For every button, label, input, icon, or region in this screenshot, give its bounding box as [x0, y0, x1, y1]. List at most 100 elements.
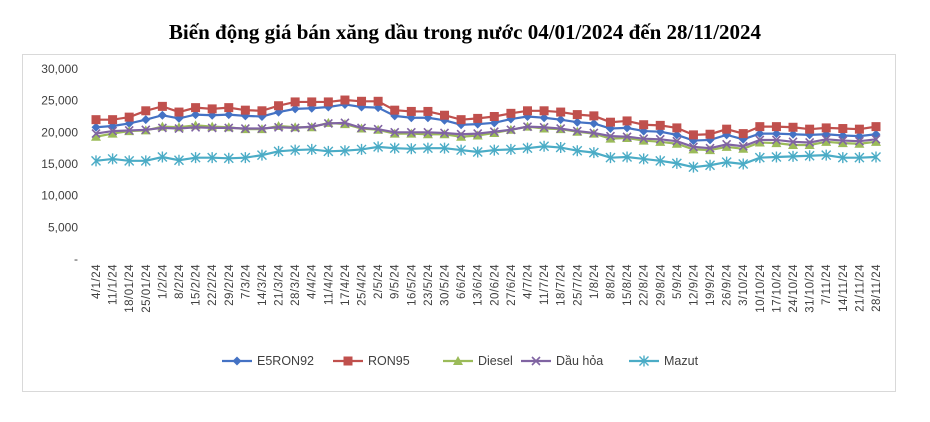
- x-tick-label: 29/8/24: [655, 264, 667, 306]
- chart-title: Biến động giá bán xăng dầu trong nước 04…: [168, 20, 762, 44]
- data-point: [190, 152, 201, 164]
- data-point: [605, 117, 615, 127]
- chart-frame: [22, 54, 896, 392]
- data-point: [804, 150, 815, 162]
- data-point: [522, 142, 533, 154]
- data-point: [340, 118, 350, 128]
- data-point: [141, 115, 151, 125]
- data-point: [91, 129, 101, 139]
- y-tick-label: 25,000: [41, 94, 78, 108]
- x-tick-label: 4/4/24: [307, 264, 319, 299]
- data-point: [91, 155, 101, 167]
- data-point: [556, 107, 566, 117]
- data-point: [688, 144, 699, 154]
- data-point: [788, 122, 798, 132]
- legend-label: Diesel: [478, 354, 513, 368]
- data-point: [605, 124, 615, 134]
- data-point: [373, 96, 383, 106]
- data-point: [871, 151, 881, 163]
- data-point: [256, 149, 267, 161]
- x-tick-label: 15/8/24: [622, 264, 634, 306]
- data-point: [472, 146, 483, 158]
- data-point: [157, 151, 168, 163]
- data-point: [224, 103, 234, 113]
- x-tick-label: 26/9/24: [722, 264, 734, 306]
- data-point: [755, 129, 765, 139]
- data-point: [556, 123, 566, 134]
- data-point: [556, 115, 566, 125]
- data-point: [157, 123, 167, 133]
- data-point: [140, 155, 151, 167]
- data-point: [290, 97, 300, 107]
- legend-marker: [531, 356, 541, 366]
- data-point: [323, 145, 334, 157]
- data-point: [489, 112, 499, 121]
- data-point: [273, 122, 284, 132]
- x-tick-label: 17/4/24: [340, 264, 352, 306]
- legend-marker: [639, 355, 649, 367]
- data-point: [207, 152, 218, 164]
- data-point: [323, 97, 333, 107]
- x-tick-label: 24/10/24: [788, 264, 800, 313]
- x-tick-label: 1/2/24: [157, 264, 169, 299]
- data-point: [589, 128, 599, 138]
- data-point: [671, 138, 682, 148]
- data-point: [274, 101, 284, 111]
- data-point: [854, 136, 864, 146]
- data-point: [489, 144, 500, 156]
- data-point: [124, 125, 134, 135]
- data-point: [240, 105, 250, 115]
- x-tick-label: 11/1/24: [108, 264, 120, 305]
- x-tick-label: 1/8/24: [589, 264, 601, 299]
- data-point: [622, 123, 632, 133]
- data-point: [290, 104, 300, 114]
- data-point: [141, 106, 151, 116]
- series-d-u-h-a: [91, 118, 881, 153]
- data-point: [306, 143, 317, 155]
- data-point: [871, 122, 881, 132]
- data-point: [456, 131, 467, 141]
- x-tick-label: 10/10/24: [755, 264, 767, 313]
- data-point: [655, 120, 665, 130]
- data-point: [805, 124, 815, 134]
- data-point: [506, 125, 516, 135]
- legend-item: Diesel: [443, 354, 513, 368]
- data-point: [688, 161, 699, 173]
- data-point: [755, 135, 765, 145]
- data-point: [456, 129, 466, 139]
- data-point: [473, 113, 483, 123]
- data-point: [108, 115, 118, 125]
- data-point: [722, 139, 732, 149]
- data-point: [522, 122, 533, 132]
- x-tick-label: 21/11/24: [854, 264, 866, 312]
- data-point: [124, 112, 134, 122]
- data-point: [738, 158, 749, 170]
- data-point: [572, 110, 582, 120]
- data-point: [605, 133, 616, 143]
- data-point: [207, 123, 217, 133]
- x-tick-label: 18/7/24: [556, 264, 568, 306]
- data-point: [639, 120, 649, 130]
- x-tick-label: 7/3/24: [240, 264, 252, 299]
- data-point: [688, 142, 699, 152]
- x-tick-label: 5/9/24: [672, 264, 684, 299]
- data-point: [788, 140, 799, 149]
- data-point: [788, 137, 798, 147]
- data-point: [224, 110, 234, 120]
- data-point: [705, 143, 715, 153]
- data-point: [191, 122, 201, 132]
- data-point: [754, 152, 765, 164]
- x-tick-label: 11/7/24: [539, 264, 551, 305]
- data-point: [672, 136, 682, 146]
- data-point: [539, 113, 549, 123]
- data-point: [572, 117, 582, 127]
- data-point: [456, 144, 467, 156]
- data-point: [821, 136, 832, 146]
- data-point: [655, 134, 665, 144]
- data-point: [655, 155, 666, 167]
- data-point: [871, 136, 881, 146]
- data-point: [771, 151, 782, 163]
- data-point: [157, 101, 167, 111]
- data-point: [788, 150, 799, 162]
